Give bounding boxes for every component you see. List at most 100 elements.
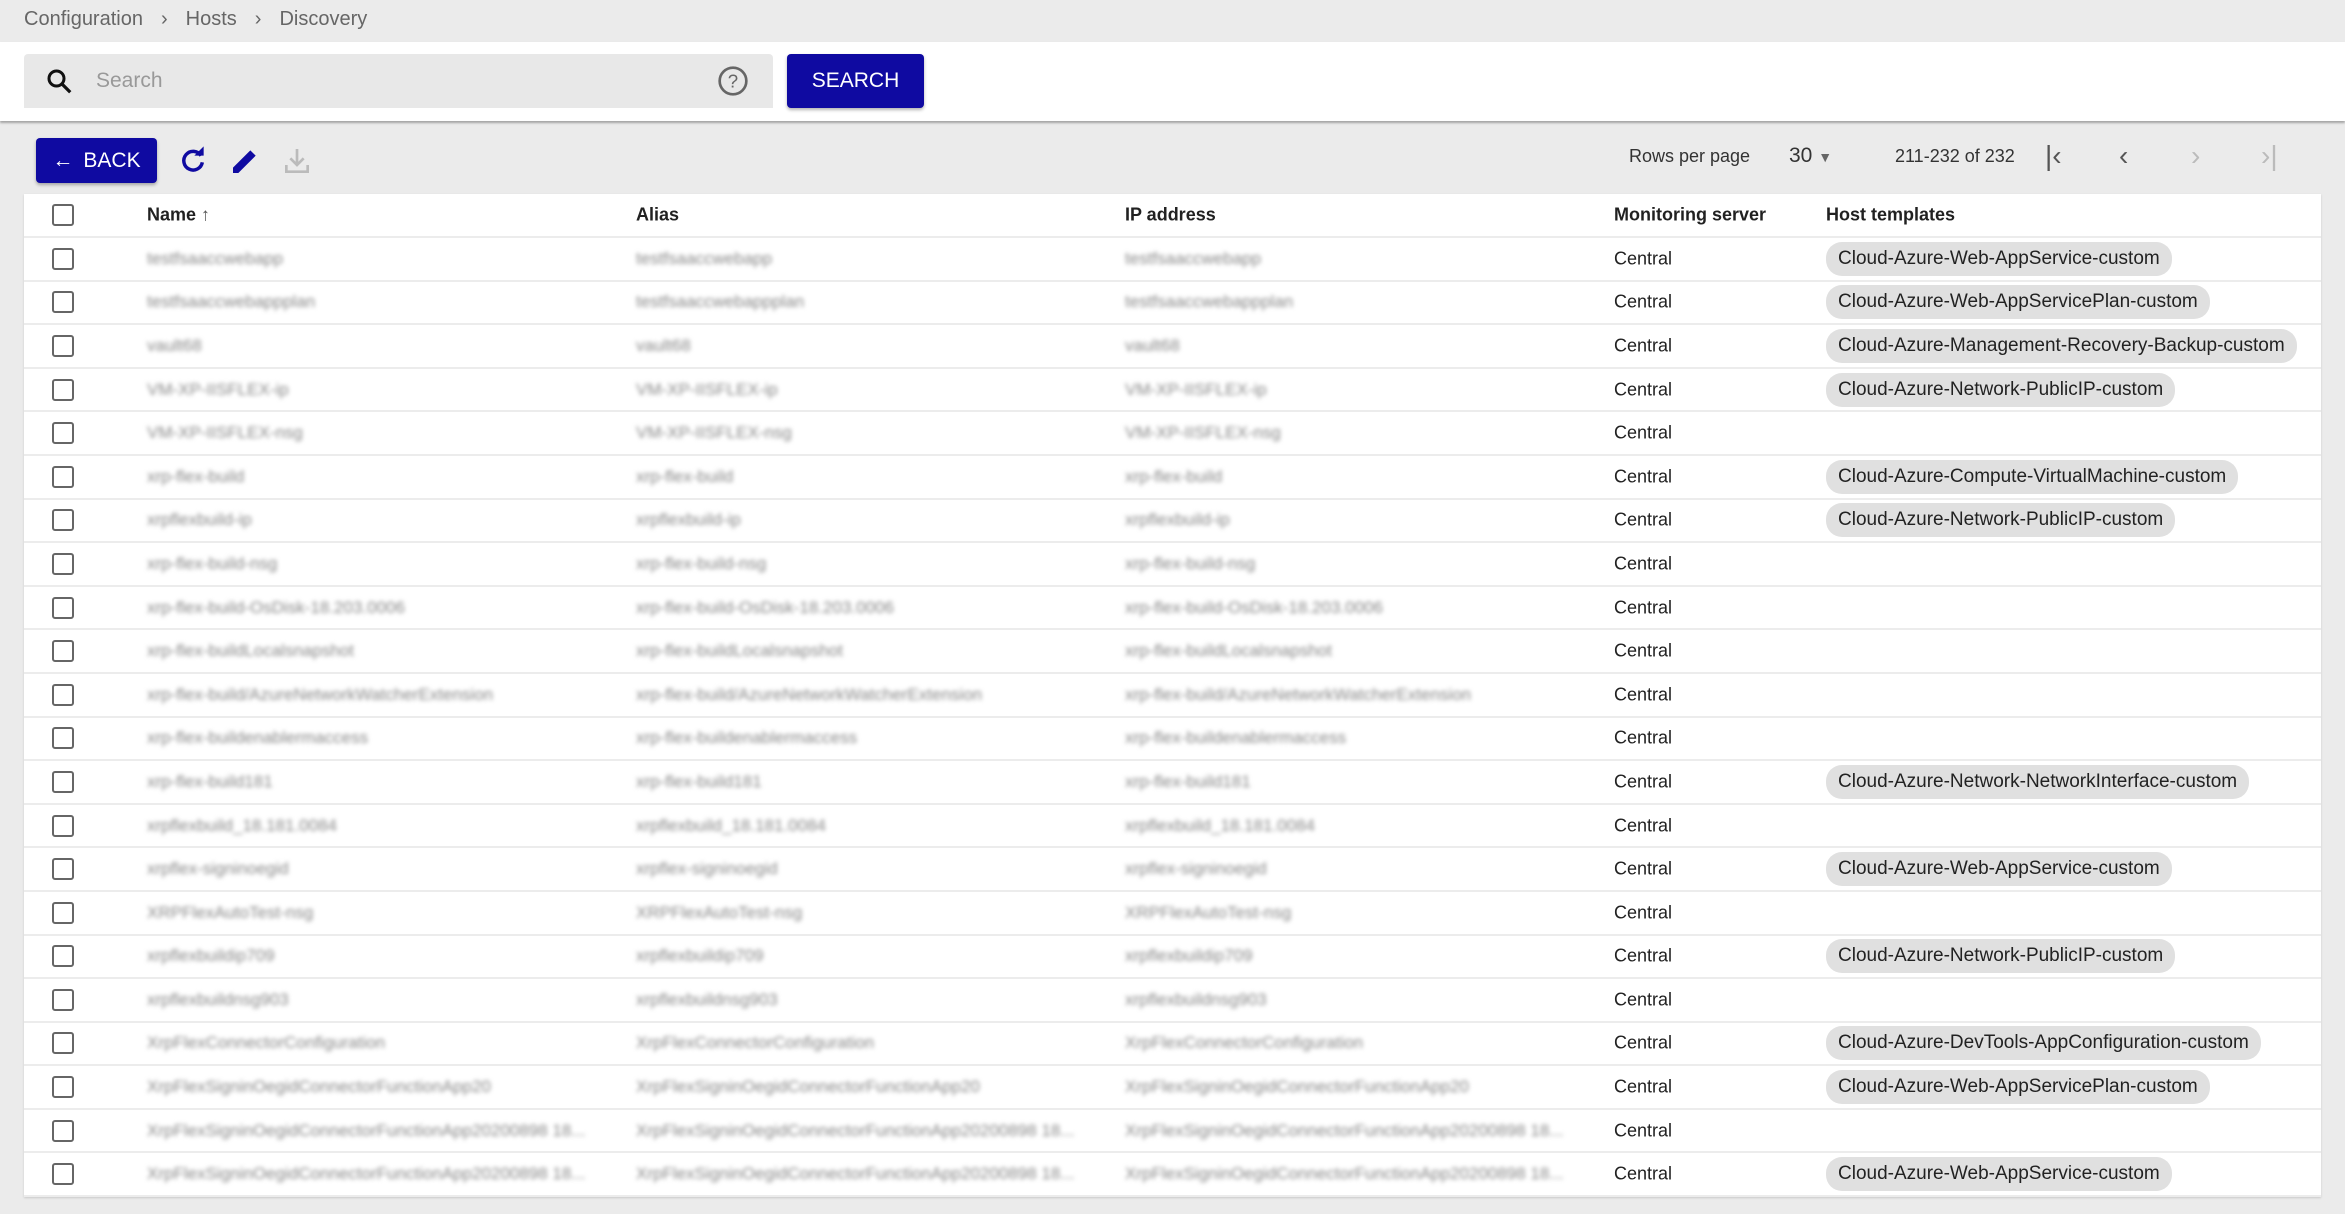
last-page-icon[interactable]: ›| xyxy=(2261,140,2278,171)
search-input[interactable] xyxy=(96,69,697,93)
edit-icon[interactable] xyxy=(229,145,261,177)
column-host-templates: Host templates xyxy=(1826,204,1956,225)
monitoring-server: Central xyxy=(1614,727,1673,748)
host-alias: xrp-flex-build-nsg xyxy=(636,553,767,573)
first-page-icon[interactable]: |‹ xyxy=(2045,140,2062,171)
host-name: xrpflexbuild_18.181.0084 xyxy=(147,815,337,835)
row-checkbox[interactable] xyxy=(52,858,74,881)
row-checkbox[interactable] xyxy=(52,465,74,488)
host-name: testfsaaccwebappplan xyxy=(147,292,316,312)
host-ip-address: VM-XP-IISFLEX-ip xyxy=(1125,379,1267,399)
row-checkbox[interactable] xyxy=(52,1163,74,1186)
table-row[interactable]: XRPFlexAutoTest-nsg XRPFlexAutoTest-nsg XR… xyxy=(24,892,2321,936)
row-checkbox[interactable] xyxy=(52,901,74,924)
table-row[interactable]: vault68 vault68 vault68 Central Cloud-Azure-… xyxy=(24,325,2321,369)
table-row[interactable]: xrpflex-signinoegid xrpflex-signinoegid xr… xyxy=(24,848,2321,892)
host-template-chip: Cloud-Azure-Web-AppService-custom xyxy=(1826,1157,2172,1192)
row-checkbox[interactable] xyxy=(52,1076,74,1099)
row-checkbox[interactable] xyxy=(52,291,74,314)
row-checkbox[interactable] xyxy=(52,945,74,968)
row-checkbox[interactable] xyxy=(52,422,74,445)
host-name: xrpflexbuild-ip xyxy=(147,510,252,530)
refresh-icon[interactable] xyxy=(177,145,209,177)
table-row[interactable]: XrpFlexSigninOegidConnectorFunctionApp20… xyxy=(24,1066,2321,1110)
monitoring-server: Central xyxy=(1614,1120,1673,1141)
search-field: ? xyxy=(24,54,773,108)
host-name: XrpFlexSigninOegidConnectorFunctionApp20 xyxy=(147,1077,491,1097)
row-checkbox[interactable] xyxy=(52,334,74,357)
search-button[interactable]: SEARCH xyxy=(787,54,924,108)
sort-arrow-up-icon[interactable]: ↑ xyxy=(201,204,211,225)
host-alias: xrp-flex-build-OsDisk-18.203.0006 xyxy=(636,597,894,617)
previous-page-icon[interactable]: ‹ xyxy=(2119,140,2129,171)
rows-per-page-select[interactable]: 30 ▼ xyxy=(1789,144,1832,168)
breadcrumb-configuration[interactable]: Configuration xyxy=(24,8,143,30)
column-alias[interactable]: Alias xyxy=(636,204,680,225)
row-checkbox[interactable] xyxy=(52,552,74,575)
breadcrumb-hosts[interactable]: Hosts xyxy=(185,8,237,30)
host-ip-address: xrp-flex-build-OsDisk-18.203.0006 xyxy=(1125,597,1383,617)
table-row[interactable]: VM-XP-IISFLEX-ip VM-XP-IISFLEX-ip VM-XP-II… xyxy=(24,369,2321,413)
row-checkbox[interactable] xyxy=(52,1032,74,1055)
table-row[interactable]: XrpFlexSigninOegidConnectorFunctionApp20… xyxy=(24,1153,2321,1198)
table-row[interactable]: xrp-flex-build181 xrp-flex-build181 xrp-fl… xyxy=(24,761,2321,805)
table-row[interactable]: xrpflexbuild-ip xrpflexbuild-ip xrpflexbui… xyxy=(24,500,2321,544)
row-checkbox[interactable] xyxy=(52,1119,74,1142)
monitoring-server: Central xyxy=(1614,335,1673,356)
column-monitoring-server[interactable]: Monitoring server xyxy=(1614,204,1767,225)
row-checkbox[interactable] xyxy=(52,683,74,706)
next-page-icon[interactable]: › xyxy=(2191,140,2201,171)
table-row[interactable]: XrpFlexSigninOegidConnectorFunctionApp20… xyxy=(24,1110,2321,1154)
host-ip-address: VM-XP-IISFLEX-nsg xyxy=(1125,423,1281,443)
host-name: VM-XP-IISFLEX-ip xyxy=(147,379,289,399)
table-row[interactable]: xrpflexbuild_18.181.0084 xrpflexbuild_18.… xyxy=(24,805,2321,849)
table-row[interactable]: xrp-flex-build-nsg xrp-flex-build-nsg xrp-… xyxy=(24,543,2321,587)
select-all-checkbox[interactable] xyxy=(52,204,74,226)
host-name: vault68 xyxy=(147,335,202,355)
row-checkbox[interactable] xyxy=(52,509,74,532)
host-alias: VM-XP-IISFLEX-nsg xyxy=(636,423,792,443)
host-name: xrpflexbuildip709 xyxy=(147,946,275,966)
row-checkbox[interactable] xyxy=(52,378,74,401)
host-alias: xrpflexbuild_18.181.0084 xyxy=(636,815,826,835)
table-row[interactable]: testfsaaccwebapp testfsaaccwebapp testfsaa… xyxy=(24,238,2321,282)
table-row[interactable]: xrpflexbuildip709 xrpflexbuildip709 xrpfle… xyxy=(24,936,2321,980)
monitoring-server: Central xyxy=(1614,553,1673,574)
host-alias: xrpflexbuildnsg903 xyxy=(636,989,778,1009)
monitoring-server: Central xyxy=(1614,815,1673,836)
host-name: xrp-flex-build xyxy=(147,466,245,486)
host-ip-address: xrpflexbuildip709 xyxy=(1125,946,1253,966)
row-checkbox[interactable] xyxy=(52,727,74,750)
help-icon[interactable]: ? xyxy=(717,65,749,97)
host-ip-address: xrpflexbuild_18.181.0084 xyxy=(1125,815,1315,835)
monitoring-server: Central xyxy=(1614,1076,1673,1097)
table-row[interactable]: xrp-flex-buildLocalsnapshot xrp-flex-buil… xyxy=(24,630,2321,674)
column-ip-address[interactable]: IP address xyxy=(1125,204,1216,225)
host-ip-address: testfsaaccwebappplan xyxy=(1125,292,1294,312)
row-checkbox[interactable] xyxy=(52,596,74,619)
table-row[interactable]: xrpflexbuildnsg903 xrpflexbuildnsg903 xrpf… xyxy=(24,979,2321,1023)
host-template-chip: Cloud-Azure-Network-PublicIP-custom xyxy=(1826,372,2176,407)
host-alias: xrpflex-signinoegid xyxy=(636,859,778,879)
table-row[interactable]: VM-XP-IISFLEX-nsg VM-XP-IISFLEX-nsg VM-XP-… xyxy=(24,412,2321,456)
host-alias: XrpFlexSigninOegidConnectorFunctionApp20… xyxy=(636,1120,1075,1140)
column-name-label: Name xyxy=(147,204,197,225)
row-checkbox[interactable] xyxy=(52,988,74,1011)
back-button[interactable]: ← BACK xyxy=(36,138,157,183)
table-row[interactable]: xrp-flex-build xrp-flex-build xrp-flex-bui… xyxy=(24,456,2321,500)
row-checkbox[interactable] xyxy=(52,640,74,663)
host-alias: VM-XP-IISFLEX-ip xyxy=(636,379,778,399)
row-checkbox[interactable] xyxy=(52,770,74,793)
table-row[interactable]: XrpFlexConnectorConfiguration XrpFlexConn… xyxy=(24,1023,2321,1067)
table-row[interactable]: xrp-flex-build/AzureNetworkWatcherExtens… xyxy=(24,674,2321,718)
host-template-chip: Cloud-Azure-DevTools-AppConfiguration-cu… xyxy=(1826,1026,2261,1061)
table-row[interactable]: xrp-flex-build-OsDisk-18.203.0006 xrp-fle… xyxy=(24,587,2321,631)
host-name: xrp-flex-build181 xyxy=(147,771,273,791)
download-icon[interactable] xyxy=(281,145,313,177)
table-row[interactable]: testfsaaccwebappplan testfsaaccwebappplan… xyxy=(24,282,2321,326)
column-name[interactable]: Name ↑ xyxy=(147,205,210,226)
table-row[interactable]: xrp-flex-buildenablermaccess xrp-flex-bui… xyxy=(24,718,2321,762)
host-name: XRPFlexAutoTest-nsg xyxy=(147,902,314,922)
row-checkbox[interactable] xyxy=(52,814,74,837)
row-checkbox[interactable] xyxy=(52,247,74,270)
